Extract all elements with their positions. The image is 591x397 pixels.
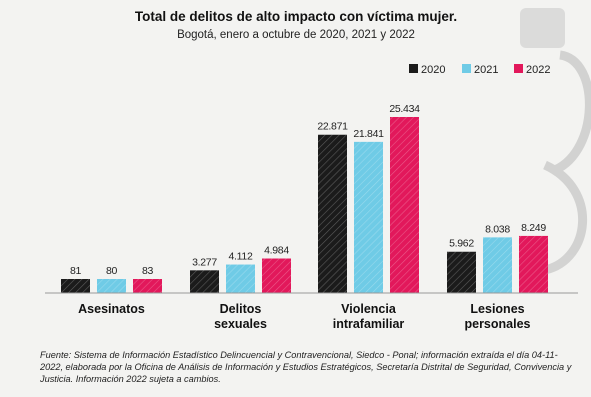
value-label: 21.841	[353, 128, 384, 140]
legend-label-2021: 2021	[474, 64, 498, 76]
value-label: 22.871	[317, 121, 348, 133]
category-label: Lesiones personales	[464, 302, 530, 331]
bar-hatch	[483, 237, 512, 293]
category-label: Violencia intrafamiliar	[333, 302, 405, 331]
category-label: Delitos sexuales	[214, 302, 267, 331]
legend-swatch-2021	[462, 64, 471, 73]
value-label: 3.277	[192, 256, 217, 268]
source-note: Fuente: Sistema de Información Estadísti…	[40, 350, 572, 384]
bar-hatch	[190, 270, 219, 293]
legend-swatch-2022	[514, 64, 523, 73]
chart-subtitle: Bogotá, enero a octubre de 2020, 2021 y …	[177, 29, 415, 41]
category-label: Asesinatos	[78, 302, 145, 316]
value-label: 5.962	[449, 238, 474, 250]
legend-label-2022: 2022	[526, 64, 550, 76]
bar-hatch	[354, 141, 383, 293]
value-label: 4.112	[229, 251, 253, 263]
value-labels: 81 80 83 3.277 4.112 4.984 22.871 21.841 25.434 5…	[70, 103, 547, 277]
bar-hatch	[61, 279, 90, 293]
bars	[61, 117, 548, 293]
bar-hatch	[519, 235, 548, 293]
bar-hatch	[262, 258, 291, 293]
bar-hatch	[447, 251, 476, 293]
value-label: 81	[70, 265, 82, 277]
legend-label-2020: 2020	[421, 64, 445, 76]
category-labels: Asesinatos Delitos sexuales Violencia intraf…	[78, 302, 530, 331]
bar-hatch	[390, 117, 419, 293]
legend-swatch-2020	[409, 64, 418, 73]
bar-hatch	[133, 279, 162, 293]
bar-hatch	[226, 264, 255, 293]
legend: 2020 2021 2022	[409, 64, 550, 76]
chart-title: Total de delitos de alto impacto con víc…	[135, 9, 457, 24]
value-label: 25.434	[389, 103, 420, 115]
value-label: 8.249	[521, 222, 546, 234]
bar-hatch	[97, 279, 126, 293]
handcuff-icon	[520, 8, 591, 275]
value-label: 83	[142, 265, 154, 277]
value-label: 4.984	[264, 245, 289, 257]
value-label: 80	[106, 265, 118, 277]
value-label: 8.038	[485, 223, 510, 235]
bar-hatch	[318, 134, 347, 293]
